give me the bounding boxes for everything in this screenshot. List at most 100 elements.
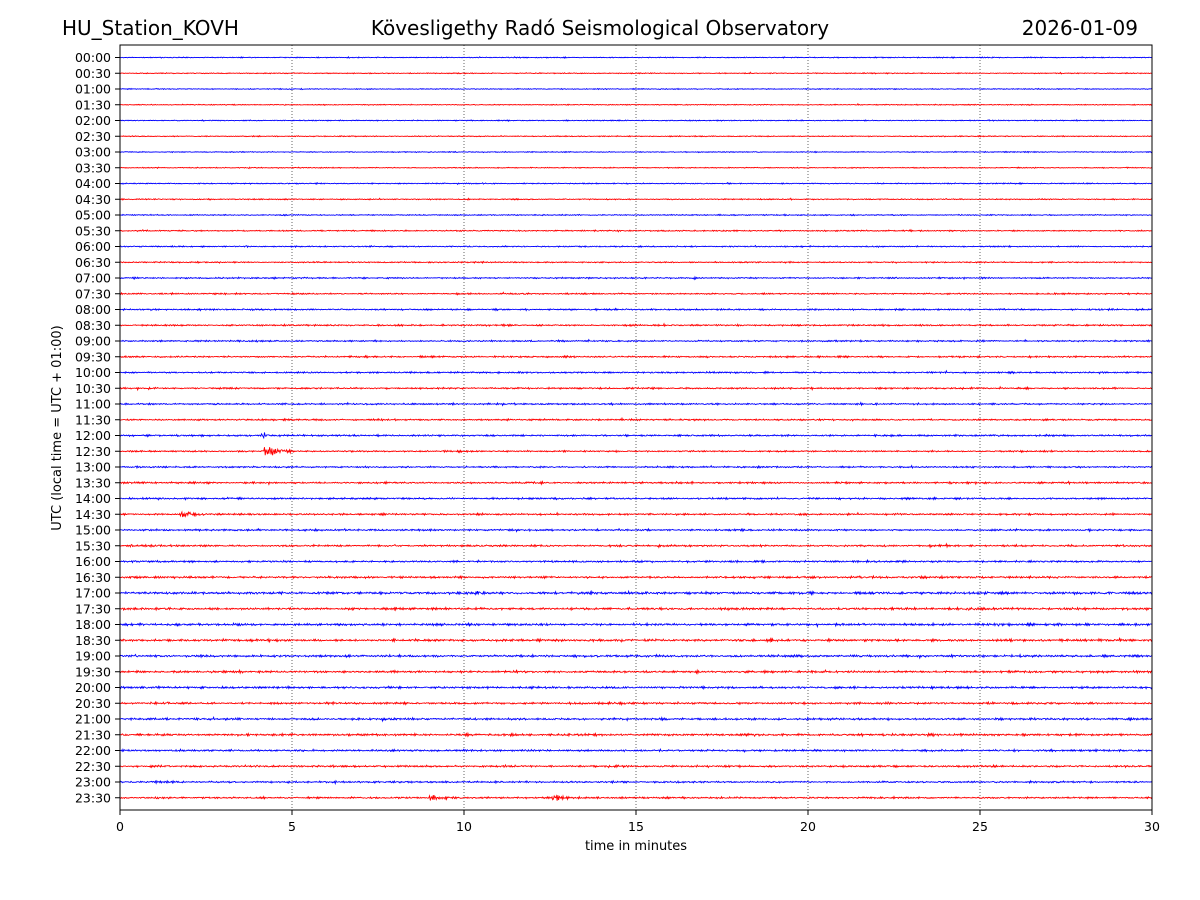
y-axis-ticks: 00:0000:3001:0001:3002:0002:3003:0003:30… [75,50,120,805]
x-tick-label: 25 [972,819,988,834]
x-axis-label: time in minutes [585,839,687,854]
trace-1500 [119,527,1153,533]
chart-title: Kövesligethy Radó Seismological Observat… [370,16,830,40]
trace-0930 [119,354,1153,359]
seismic-traces [119,55,1153,801]
trace-0900 [119,338,1153,343]
trace-1400 [119,496,1153,501]
y-tick-label: 16:30 [75,570,111,585]
trace-0500 [119,213,1153,217]
trace-0800 [119,307,1153,312]
y-tick-label: 18:30 [75,633,111,648]
y-tick-label: 17:00 [75,586,111,601]
y-tick-label: 01:30 [75,97,111,112]
y-tick-label: 06:00 [75,239,111,254]
y-tick-label: 00:00 [75,50,111,65]
trace-2300 [119,779,1153,786]
trace-0300 [119,150,1153,154]
y-tick-label: 03:30 [75,160,111,175]
y-tick-label: 08:30 [75,318,111,333]
y-tick-label: 07:30 [75,286,111,301]
trace-1330 [119,480,1153,486]
y-tick-label: 23:00 [75,775,111,790]
trace-2200 [119,747,1153,754]
y-tick-label: 06:30 [75,255,111,270]
trace-0730 [119,291,1153,296]
trace-0400 [119,181,1153,186]
trace-2000 [119,684,1153,691]
trace-1300 [119,464,1153,470]
trace-1800 [119,621,1153,629]
trace-1930 [119,668,1153,675]
x-tick-label: 5 [288,819,296,834]
y-tick-label: 12:00 [75,428,111,443]
trace-2230 [119,763,1153,769]
y-tick-label: 20:30 [75,696,111,711]
trace-0200 [119,118,1153,122]
y-axis-label: UTC (local time = UTC + 01:00) [50,325,65,530]
y-tick-label: 01:00 [75,82,111,97]
y-tick-label: 00:30 [75,66,111,81]
y-tick-label: 14:00 [75,491,111,506]
trace-0130 [119,102,1153,107]
chart-date: 2026-01-09 [1021,16,1138,40]
y-tick-label: 12:30 [75,444,111,459]
y-tick-label: 10:30 [75,381,111,396]
y-tick-label: 22:30 [75,759,111,774]
y-tick-label: 10:00 [75,365,111,380]
trace-1130 [119,416,1153,422]
x-tick-label: 30 [1144,819,1160,834]
trace-2100 [119,716,1153,723]
trace-1000 [119,369,1153,375]
trace-1100 [119,401,1153,407]
y-tick-label: 03:00 [75,145,111,160]
trace-0000 [119,55,1153,59]
trace-1200 [119,432,1153,440]
y-tick-label: 21:30 [75,727,111,742]
y-tick-label: 11:00 [75,397,111,412]
trace-1230 [119,447,1153,456]
y-tick-label: 13:00 [75,460,111,475]
y-tick-label: 15:30 [75,538,111,553]
y-tick-label: 02:30 [75,129,111,144]
y-tick-label: 20:00 [75,680,111,695]
trace-0630 [119,260,1153,265]
station-name: HU_Station_KOVH [62,16,239,40]
trace-1030 [119,385,1153,392]
x-tick-label: 0 [116,819,124,834]
y-tick-label: 09:30 [75,349,111,364]
y-tick-label: 21:00 [75,712,111,727]
trace-2330 [119,794,1153,801]
y-tick-label: 22:00 [75,743,111,758]
trace-0230 [119,134,1153,138]
trace-1830 [119,636,1153,644]
trace-1700 [119,589,1153,597]
y-tick-label: 19:30 [75,664,111,679]
y-tick-label: 04:00 [75,176,111,191]
trace-1730 [119,605,1153,612]
y-tick-label: 08:00 [75,302,111,317]
y-tick-label: 19:00 [75,649,111,664]
y-tick-label: 04:30 [75,192,111,207]
y-tick-label: 09:00 [75,334,111,349]
y-tick-label: 07:00 [75,271,111,286]
trace-1530 [119,542,1153,549]
trace-1430 [119,510,1153,518]
y-tick-label: 14:30 [75,507,111,522]
y-tick-label: 16:00 [75,554,111,569]
y-tick-label: 13:30 [75,475,111,490]
plot-frame [119,44,1153,811]
trace-0530 [119,228,1153,233]
trace-0100 [119,87,1153,91]
y-tick-label: 17:30 [75,601,111,616]
trace-1630 [119,574,1153,580]
y-tick-label: 02:00 [75,113,111,128]
grid-lines [291,45,981,810]
y-tick-label: 23:30 [75,790,111,805]
y-tick-label: 15:00 [75,523,111,538]
y-tick-label: 05:30 [75,223,111,238]
y-tick-label: 05:00 [75,208,111,223]
trace-0330 [119,166,1153,170]
trace-1900 [119,653,1153,660]
